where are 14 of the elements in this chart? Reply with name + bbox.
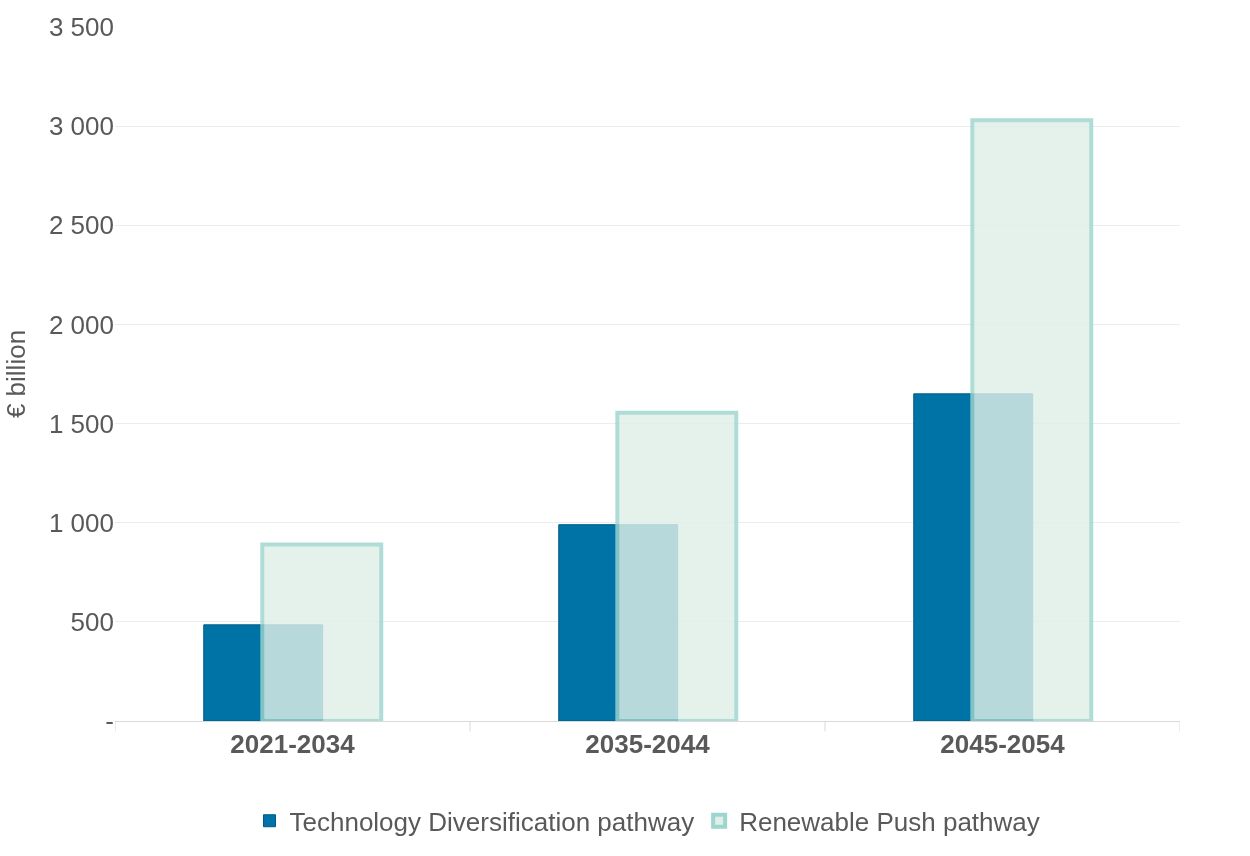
y-axis-title: € billion — [1, 329, 32, 419]
y-tick-label: - — [105, 706, 114, 737]
x-tick-label: 2021-2034 — [230, 729, 356, 760]
x-tick-label: 2045-2054 — [940, 729, 1066, 760]
y-tick-label: 3 000 — [48, 111, 114, 142]
legend-label: Renewable Push pathway — [739, 806, 1040, 837]
y-tick-label: 1 000 — [48, 507, 114, 538]
y-tick-label: 3 500 — [48, 12, 114, 43]
legend-label: Technology Diversification pathway — [289, 806, 695, 837]
y-tick-label: 1 500 — [48, 408, 114, 439]
x-tick-label: 2035-2044 — [585, 729, 711, 760]
y-tick-label: 2 500 — [48, 210, 114, 241]
y-tick-label: 2 000 — [48, 309, 114, 340]
y-tick-label: 500 — [70, 606, 114, 637]
